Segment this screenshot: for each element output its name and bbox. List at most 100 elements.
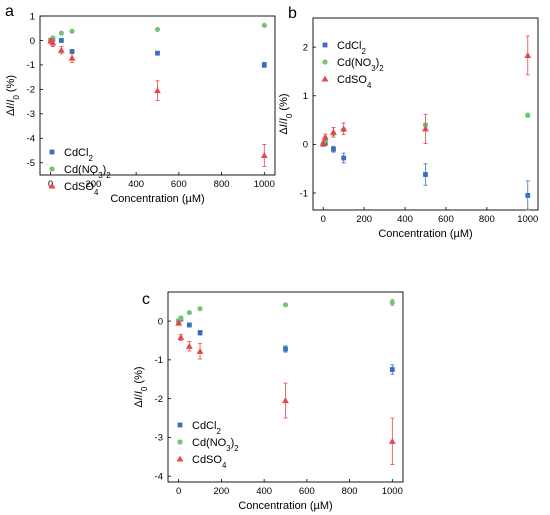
x-axis-title: Concentration (µM) [110, 193, 204, 205]
data-point [69, 49, 75, 54]
legend-label: CdSO4 [192, 454, 227, 470]
data-point [330, 128, 337, 135]
series-square [320, 141, 531, 211]
chart-panel-b: b 0 200 400 600 800 1000 2 1 0 -1 Concentration (µM… [278, 5, 539, 240]
panel-letter: b [288, 5, 297, 22]
y-axis-title: ΔI/I0 (%) [278, 93, 294, 134]
x-tick-label: 1000 [382, 486, 403, 497]
data-point [155, 50, 160, 56]
x-tick-label: 800 [342, 486, 358, 497]
data-point [261, 62, 267, 68]
y-tick-label: -1 [300, 188, 308, 199]
x-axis-title: Concentration (µM) [378, 228, 472, 240]
y-tick-label: -4 [155, 471, 163, 482]
legend-marker [322, 42, 328, 48]
legend-marker [321, 75, 329, 82]
legend-marker [49, 149, 55, 155]
y-tick-label: -4 [27, 134, 35, 145]
chart-panel-c: c0 200 400 600 800 10000-1-2-3-4Concentration… [133, 291, 404, 512]
x-tick-label: 200 [213, 486, 229, 497]
data-point [388, 437, 396, 444]
panel-letter: c [142, 291, 150, 308]
data-point [186, 309, 192, 316]
y-tick-label: -1 [155, 355, 163, 366]
legend-label: Cd(NO3)2 [64, 164, 111, 180]
y-axis-title: ΔI/I0 (%) [5, 75, 21, 116]
data-point [389, 367, 395, 372]
panel-letter: a [5, 3, 14, 20]
y-tick-label: 1 [30, 11, 35, 22]
y-tick-label: 2 [303, 42, 308, 53]
data-point [321, 133, 329, 140]
chart-panel-a: a 0 200 400 600 800 1000 1 0 -1 -2 -3 -4 -5 Concentrat… [5, 3, 276, 205]
legend-marker [177, 439, 183, 445]
data-point [58, 38, 64, 43]
data-point [196, 347, 204, 354]
legend-marker [177, 422, 183, 428]
plot-frame [312, 17, 539, 211]
series-circle [176, 298, 395, 324]
x-tick-label: 600 [438, 214, 454, 225]
data-point [331, 146, 336, 152]
y-axis-title: ΔI/I0 (%) [133, 366, 149, 407]
data-point [69, 28, 75, 34]
x-tick-label: 400 [397, 214, 413, 225]
y-tick-label: -3 [155, 433, 163, 444]
data-point [524, 52, 532, 58]
series-triangle [319, 35, 532, 147]
y-tick-label: -1 [27, 60, 35, 71]
y-tick-label: 0 [30, 36, 35, 47]
data-point [423, 172, 428, 177]
data-point [525, 193, 531, 198]
x-tick-label: 200 [85, 179, 101, 190]
data-point [282, 397, 289, 404]
legend-marker [322, 59, 328, 65]
x-tick-label: 0 [176, 486, 181, 497]
legend-marker [176, 455, 184, 462]
legend-label: CdCl2 [64, 147, 93, 163]
data-point [283, 346, 288, 352]
data-point [525, 112, 531, 118]
legend-label: CdSO4 [337, 74, 372, 90]
data-point [197, 306, 203, 312]
data-point [177, 333, 185, 340]
x-axis-title: Concentration (µM) [238, 500, 332, 512]
x-tick-label: 600 [299, 486, 315, 497]
data-point [422, 125, 429, 132]
data-point [261, 22, 267, 28]
x-tick-label: 600 [171, 179, 187, 190]
data-point [389, 299, 395, 306]
y-tick-label: 0 [158, 316, 163, 327]
data-point [185, 342, 193, 349]
y-tick-label: 1 [303, 91, 308, 102]
data-point [58, 30, 64, 36]
data-point [175, 319, 183, 326]
x-tick-label: 800 [214, 179, 230, 190]
y-tick-label: 0 [303, 140, 308, 151]
data-point [197, 330, 203, 336]
data-point [340, 125, 348, 132]
data-point [282, 302, 289, 308]
legend-label: Cd(NO3)2 [337, 57, 384, 73]
data-point [49, 39, 57, 46]
series-triangle [47, 37, 268, 167]
x-tick-label: 400 [128, 179, 144, 190]
x-tick-label: 0 [48, 179, 53, 190]
y-tick-label: -3 [27, 109, 35, 120]
data-point [57, 46, 65, 53]
plot-frame [167, 291, 404, 483]
data-point [178, 315, 184, 321]
y-tick-label: -5 [27, 158, 35, 169]
data-point [260, 152, 268, 158]
plot-frame [39, 15, 276, 176]
x-tick-label: 200 [356, 214, 372, 225]
data-point [154, 87, 161, 94]
data-point [154, 26, 161, 33]
x-tick-label: 0 [321, 214, 326, 225]
x-tick-label: 1000 [254, 179, 275, 190]
legend-marker [48, 182, 56, 189]
series-triangle [175, 319, 396, 465]
series-circle [48, 22, 267, 44]
